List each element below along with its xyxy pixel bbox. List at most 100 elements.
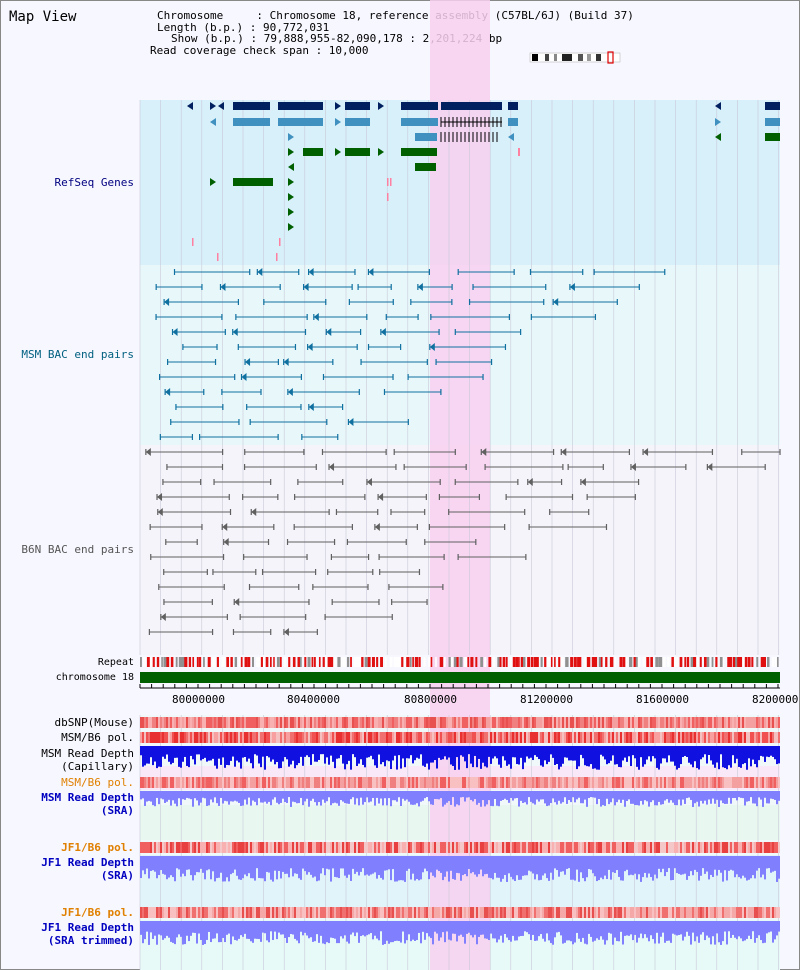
depth-bar (454, 856, 456, 880)
depth-bar (528, 746, 530, 759)
heatmap-cell (776, 717, 778, 728)
heatmap-cell (162, 907, 164, 918)
depth-bar (290, 921, 292, 935)
heatmap-cell (408, 907, 410, 918)
msm-bac-pairs[interactable] (155, 268, 666, 440)
track-label-jf1-read-depth-trimmed[interactable]: JF1 Read Depth (41, 921, 134, 934)
jf1-b6-pol-heatmap-1[interactable] (140, 842, 780, 853)
repeat-block (146, 657, 151, 667)
depth-bar (168, 791, 170, 800)
repeat-block (357, 657, 361, 667)
depth-bar (716, 791, 718, 800)
depth-bar (396, 791, 398, 802)
dbsnp-heatmap[interactable] (140, 717, 780, 728)
track-label-jf1-b6-pol-2[interactable]: JF1/B6 pol. (61, 906, 134, 919)
depth-bar (140, 746, 142, 756)
jf1-read-depth-sra-trimmed[interactable] (140, 921, 780, 945)
track-label-msm-read-depth[interactable]: MSM Read Depth (41, 747, 134, 760)
depth-bar (688, 921, 690, 936)
depth-bar (592, 791, 594, 798)
heatmap-cell (420, 717, 422, 728)
heatmap-cell (652, 907, 654, 918)
depth-bar (422, 856, 424, 873)
heatmap-cell (256, 777, 258, 788)
heatmap-cell (552, 717, 554, 728)
heatmap-cell (642, 842, 644, 853)
depth-bar (636, 856, 638, 880)
msm-b6-pol-heatmap-2[interactable] (140, 777, 780, 788)
msm-bac-arrow (241, 373, 247, 381)
jf1-read-depth-sra[interactable] (140, 856, 780, 882)
heatmap-cell (400, 717, 402, 728)
track-label-msm-b6-pol[interactable]: MSM/B6 pol. (61, 731, 134, 744)
heatmap-cell (202, 717, 204, 728)
heatmap-cell (350, 777, 352, 788)
depth-bar (286, 746, 288, 760)
depth-bar (462, 921, 464, 937)
jf1-b6-pol-heatmap-2[interactable] (140, 907, 780, 918)
heatmap-cell (396, 732, 398, 743)
track-label-jf1-read-depth[interactable]: JF1 Read Depth (41, 856, 134, 869)
depth-bar (740, 921, 742, 939)
track-label-dbsnp[interactable]: dbSNP(Mouse) (54, 716, 134, 729)
track-label-capillary: (Capillary) (61, 760, 134, 773)
refseq-genes[interactable] (187, 102, 780, 261)
heatmap-cell (720, 907, 722, 918)
msm-read-depth-capillary[interactable] (140, 746, 780, 770)
repeat-block (423, 657, 426, 667)
heatmap-cell (380, 777, 382, 788)
msm-read-depth-sra[interactable] (140, 791, 780, 807)
depth-bar (428, 791, 430, 802)
heatmap-cell (390, 842, 392, 853)
depth-bar (490, 746, 492, 764)
heatmap-cell (372, 842, 374, 853)
heatmap-cell (162, 717, 164, 728)
heatmap-cell (286, 907, 288, 918)
depth-bar (148, 921, 150, 945)
heatmap-cell (258, 842, 260, 853)
heatmap-cell (416, 717, 418, 728)
track-label-refseq[interactable]: RefSeq Genes (54, 176, 134, 189)
repeat-track[interactable] (140, 657, 779, 667)
depth-bar (166, 746, 168, 755)
highlight-region[interactable] (430, 0, 490, 970)
msm-b6-pol-heatmap-1[interactable] (140, 732, 780, 743)
heatmap-cell (204, 732, 206, 743)
heatmap-cell (182, 717, 184, 728)
depth-bar (540, 921, 542, 935)
depth-bar (546, 791, 548, 807)
depth-bar (460, 791, 462, 798)
chromosome-bar[interactable] (140, 672, 780, 683)
depth-bar (542, 921, 544, 939)
depth-bar (682, 791, 684, 800)
depth-bar (468, 856, 470, 869)
depth-bar (686, 921, 688, 932)
heatmap-cell (506, 717, 508, 728)
heatmap-cell (178, 842, 180, 853)
heatmap-cell (402, 842, 404, 853)
track-label-msm-bac[interactable]: MSM BAC end pairs (21, 348, 134, 361)
heatmap-cell (480, 842, 482, 853)
repeat-block (276, 657, 280, 667)
track-label-jf1-b6-pol[interactable]: JF1/B6 pol. (61, 841, 134, 854)
depth-bar (538, 921, 540, 937)
depth-bar (140, 856, 142, 879)
heatmap-cell (734, 732, 736, 743)
track-label-msm-b6-pol-2[interactable]: MSM/B6 pol. (61, 776, 134, 789)
pink-mark (276, 253, 278, 261)
chromosome-ideogram[interactable] (529, 51, 621, 64)
heatmap-cell (624, 717, 626, 728)
b6n-bac-pairs[interactable] (145, 448, 781, 636)
track-label-msm-read-depth-sra[interactable]: MSM Read Depth (41, 791, 134, 804)
heatmap-cell (386, 777, 388, 788)
heatmap-cell (162, 732, 164, 743)
heatmap-cell (660, 907, 662, 918)
depth-bar (154, 746, 156, 762)
track-label-b6n-bac[interactable]: B6N BAC end pairs (21, 543, 134, 556)
msm-bac-arrow (257, 268, 263, 276)
heatmap-cell (406, 717, 408, 728)
depth-bar (530, 791, 532, 802)
heatmap-cell (656, 717, 658, 728)
repeat-block (322, 657, 325, 667)
